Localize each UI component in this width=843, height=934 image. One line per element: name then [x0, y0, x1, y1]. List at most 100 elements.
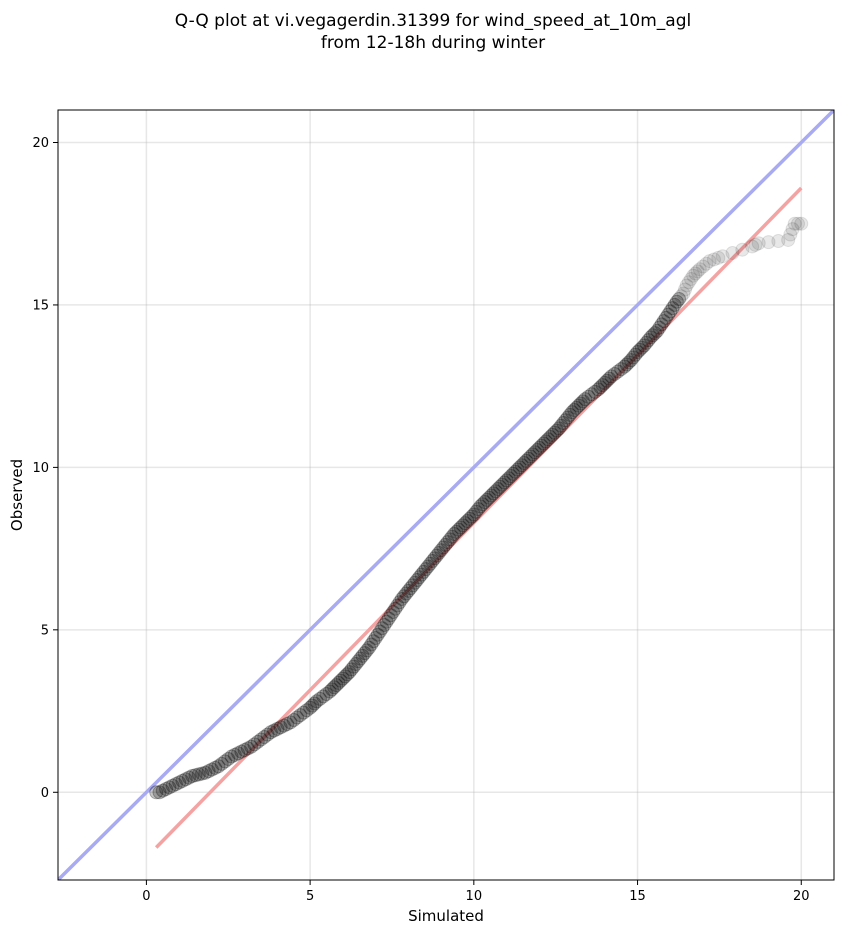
qq-point: [208, 760, 223, 775]
qq-point: [623, 353, 638, 368]
qq-point: [473, 499, 488, 514]
qq-point: [383, 608, 398, 623]
qq-point: [599, 373, 614, 388]
qq-point: [499, 473, 514, 488]
qq-point: [787, 216, 802, 231]
qq-point: [447, 526, 462, 541]
qq-point: [290, 710, 305, 725]
qq-point: [514, 458, 529, 473]
grid: [58, 110, 834, 880]
qq-point: [303, 700, 318, 715]
qq-point: [168, 777, 183, 792]
qq-point: [656, 314, 671, 329]
qq-point: [783, 227, 798, 242]
qq-point: [672, 291, 687, 306]
qq-point: [506, 466, 521, 481]
qq-point: [532, 440, 547, 455]
qq-point: [420, 559, 435, 574]
qq-point: [493, 479, 508, 494]
qq-point: [567, 402, 582, 417]
qq-point: [335, 671, 350, 686]
qq-point: [178, 772, 193, 787]
qq-point: [364, 637, 379, 652]
axis-ticks: 0 5 10 15 20 0 5 10 15 20: [32, 136, 809, 904]
qq-point: [414, 567, 429, 582]
qq-point: [440, 535, 455, 550]
y-axis-label: Observed: [8, 459, 26, 531]
qq-point: [247, 737, 262, 752]
qq-point: [324, 682, 339, 697]
qq-point: [464, 509, 479, 524]
qq-point: [309, 694, 324, 709]
qq-point: [316, 689, 331, 704]
reference-lines: [58, 110, 834, 880]
qq-point: [619, 357, 634, 372]
qq-point: [519, 453, 534, 468]
qq-point: [686, 268, 701, 283]
x-tick-label: 5: [306, 889, 314, 904]
qq-point: [538, 434, 553, 449]
qq-point: [436, 540, 451, 555]
qq-point: [584, 387, 599, 402]
fit-line: [154, 186, 803, 849]
qq-point: [273, 720, 288, 735]
qq-point: [602, 371, 617, 386]
qq-point: [676, 286, 691, 301]
qq-point: [512, 460, 527, 475]
qq-point: [510, 462, 525, 477]
qq-point: [654, 317, 669, 332]
qq-point: [554, 418, 569, 433]
chart-subtitle: from 12-18h during winter: [321, 33, 545, 53]
qq-point: [569, 400, 584, 415]
qq-point: [416, 564, 431, 579]
qq-point: [652, 320, 667, 335]
qq-point: [348, 656, 363, 671]
qq-point: [442, 532, 457, 547]
qq-point: [617, 359, 632, 374]
qq-point: [453, 520, 468, 535]
qq-point: [240, 741, 255, 756]
qq-point: [405, 578, 420, 593]
qq-point: [684, 271, 699, 286]
x-axis-label: Simulated: [408, 907, 484, 925]
qq-point: [595, 378, 610, 393]
qq-point: [681, 275, 696, 290]
qq-point: [614, 362, 629, 377]
qq-point: [388, 601, 403, 616]
qq-point: [425, 554, 440, 569]
qq-point: [458, 516, 473, 531]
qq-point: [790, 216, 805, 231]
qq-point: [785, 222, 800, 237]
qq-point: [648, 326, 663, 341]
qq-point: [565, 405, 580, 420]
qq-point: [195, 766, 210, 781]
qq-point: [527, 445, 542, 460]
qq-point: [355, 648, 370, 663]
qq-point: [679, 278, 694, 293]
qq-point: [536, 436, 551, 451]
qq-point: [237, 743, 252, 758]
qq-point: [525, 447, 540, 462]
qq-point: [639, 335, 654, 350]
qq-point: [270, 721, 285, 736]
qq-point: [521, 451, 536, 466]
qq-point: [234, 744, 249, 759]
qq-point: [338, 669, 353, 684]
qq-point: [231, 746, 246, 761]
qq-point: [377, 617, 392, 632]
x-tick-label: 0: [142, 889, 150, 904]
plot-frame: [57, 109, 835, 881]
qq-point: [260, 727, 275, 742]
qq-point: [283, 715, 298, 730]
qq-point: [362, 640, 377, 655]
qq-point: [351, 654, 366, 669]
qq-point: [610, 364, 625, 379]
qq-point: [185, 769, 200, 784]
qq-point: [706, 252, 721, 267]
qq-point: [379, 614, 394, 629]
qq-point: [319, 686, 334, 701]
qq-point: [181, 770, 196, 785]
qq-point: [403, 581, 418, 596]
qq-point: [381, 611, 396, 626]
